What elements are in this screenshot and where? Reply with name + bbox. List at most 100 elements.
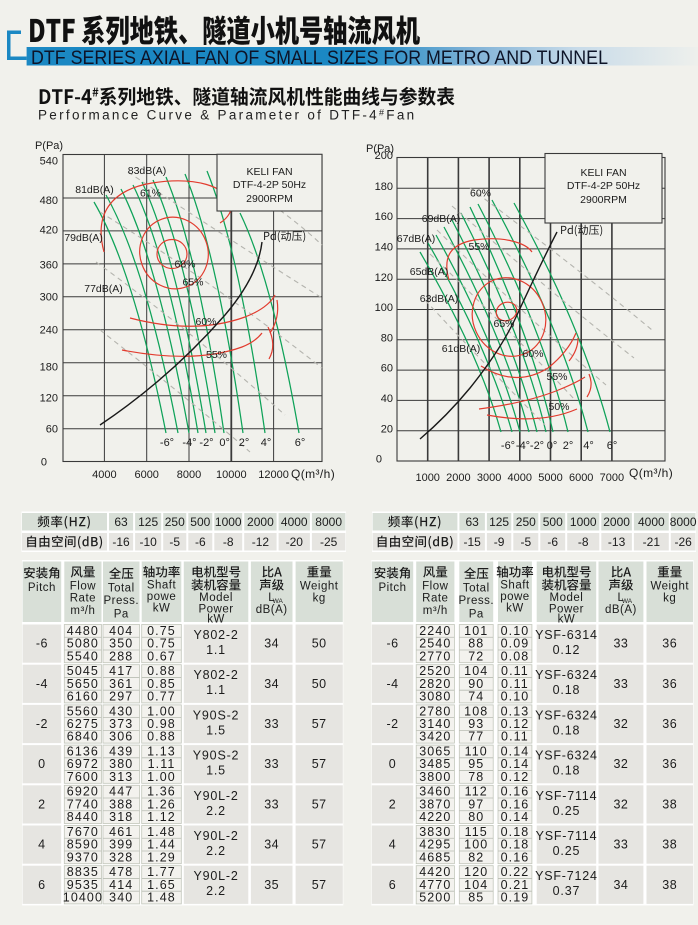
svg-text:34: 34 — [264, 637, 279, 651]
svg-text:YSF-7124: YSF-7124 — [535, 869, 598, 883]
svg-text:0.12: 0.12 — [501, 717, 530, 731]
svg-text:2520: 2520 — [419, 664, 451, 678]
svg-text:0.18: 0.18 — [501, 838, 530, 852]
svg-text:373: 373 — [109, 717, 133, 731]
svg-text:-6: -6 — [195, 535, 206, 549]
svg-text:Flow: Flow — [70, 581, 96, 593]
svg-text:Y802-2: Y802-2 — [193, 668, 238, 682]
svg-text:101: 101 — [464, 624, 488, 638]
svg-text:4°: 4° — [261, 437, 272, 449]
svg-text:P(Pa): P(Pa) — [366, 143, 394, 155]
svg-text:240: 240 — [40, 324, 58, 336]
svg-text:DTF SERIES AXIAL FAN OF SMALL: DTF SERIES AXIAL FAN OF SMALL SIZES FOR … — [31, 47, 608, 69]
svg-text:9535: 9535 — [67, 878, 99, 892]
svg-text:60%: 60% — [522, 348, 543, 360]
svg-text:Press.: Press. — [103, 595, 139, 607]
svg-text:5540: 5540 — [67, 649, 99, 663]
svg-text:79dB(A): 79dB(A) — [64, 232, 103, 244]
svg-text:-12: -12 — [252, 535, 270, 549]
svg-text:0.75: 0.75 — [147, 624, 176, 638]
svg-text:-5: -5 — [169, 535, 180, 549]
svg-text:50: 50 — [312, 637, 327, 651]
svg-text:-10: -10 — [139, 535, 157, 549]
svg-text:Pitch: Pitch — [28, 582, 56, 594]
svg-text:404: 404 — [109, 624, 133, 638]
svg-text:180: 180 — [40, 361, 58, 373]
svg-text:powe: powe — [500, 591, 530, 603]
svg-text:dB(A): dB(A) — [605, 604, 637, 616]
svg-text:340: 340 — [109, 891, 133, 905]
svg-text:0.09: 0.09 — [501, 637, 530, 651]
svg-text:68%: 68% — [174, 259, 195, 271]
svg-text:6: 6 — [38, 878, 45, 892]
svg-text:1.1: 1.1 — [206, 643, 226, 657]
svg-text:57: 57 — [312, 878, 327, 892]
svg-text:57: 57 — [312, 757, 327, 771]
svg-text:-9: -9 — [494, 535, 505, 549]
svg-text:8000: 8000 — [670, 515, 697, 529]
svg-text:1.00: 1.00 — [147, 770, 176, 784]
svg-text:0.25: 0.25 — [553, 804, 581, 818]
svg-text:0.12: 0.12 — [553, 643, 581, 657]
svg-text:0.14: 0.14 — [501, 810, 530, 824]
svg-text:Total: Total — [108, 583, 135, 595]
svg-text:6840: 6840 — [67, 730, 99, 744]
svg-text:69dB(A): 69dB(A) — [422, 213, 461, 225]
svg-text:0.08: 0.08 — [501, 649, 530, 663]
svg-text:kW: kW — [207, 614, 225, 626]
svg-text:Shaft: Shaft — [147, 580, 177, 592]
svg-text:0°: 0° — [547, 440, 558, 452]
svg-text:60: 60 — [381, 363, 393, 375]
svg-text:4000: 4000 — [281, 515, 308, 529]
svg-text:38: 38 — [662, 878, 677, 892]
svg-text:417: 417 — [109, 664, 133, 678]
svg-text:72: 72 — [468, 649, 484, 663]
svg-text:0.10: 0.10 — [501, 624, 530, 638]
svg-text:2000: 2000 — [247, 515, 274, 529]
svg-text:8000: 8000 — [315, 515, 342, 529]
svg-text:Weight: Weight — [650, 581, 689, 593]
svg-text:-4°: -4° — [182, 437, 196, 449]
svg-text:2000: 2000 — [603, 515, 630, 529]
svg-text:-15: -15 — [463, 535, 481, 549]
svg-text:-25: -25 — [320, 535, 338, 549]
svg-text:Power: Power — [549, 604, 584, 616]
svg-text:Total: Total — [463, 583, 490, 595]
svg-text:0.11: 0.11 — [501, 664, 529, 678]
svg-text:0.25: 0.25 — [553, 844, 581, 858]
svg-text:4000: 4000 — [92, 469, 116, 481]
svg-text:380: 380 — [109, 757, 133, 771]
svg-text:60%: 60% — [195, 316, 216, 328]
svg-text:63dB(A): 63dB(A) — [420, 293, 459, 305]
svg-text:95: 95 — [468, 757, 484, 771]
svg-text:32: 32 — [613, 717, 628, 731]
svg-text:6275: 6275 — [67, 717, 99, 731]
svg-text:1.1: 1.1 — [206, 683, 226, 697]
svg-text:115: 115 — [465, 825, 488, 839]
svg-text:77: 77 — [468, 730, 484, 744]
svg-text:104: 104 — [464, 878, 488, 892]
svg-text:Y90L-2: Y90L-2 — [193, 829, 238, 843]
svg-text:399: 399 — [109, 838, 133, 852]
svg-text:0.21: 0.21 — [501, 878, 530, 892]
svg-text:2900RPM: 2900RPM — [246, 193, 293, 205]
svg-text:powe: powe — [147, 591, 177, 603]
svg-text:36: 36 — [662, 637, 677, 651]
svg-text:318: 318 — [109, 810, 133, 824]
svg-text:61dB(A): 61dB(A) — [442, 343, 481, 355]
svg-text:20: 20 — [381, 423, 393, 435]
svg-text:447: 447 — [109, 785, 133, 799]
svg-text:0.37: 0.37 — [553, 884, 581, 898]
svg-text:414: 414 — [109, 878, 133, 892]
svg-text:32: 32 — [613, 757, 628, 771]
svg-text:0: 0 — [389, 757, 396, 771]
svg-text:2.2: 2.2 — [206, 884, 226, 898]
svg-text:L: L — [617, 592, 624, 604]
svg-text:-20: -20 — [286, 535, 304, 549]
svg-text:250: 250 — [165, 515, 185, 529]
svg-text:YSF-7114: YSF-7114 — [536, 789, 598, 803]
svg-text:9370: 9370 — [67, 850, 99, 864]
svg-text:-5: -5 — [520, 535, 531, 549]
svg-text:38: 38 — [662, 797, 677, 811]
svg-text:6136: 6136 — [67, 744, 99, 758]
